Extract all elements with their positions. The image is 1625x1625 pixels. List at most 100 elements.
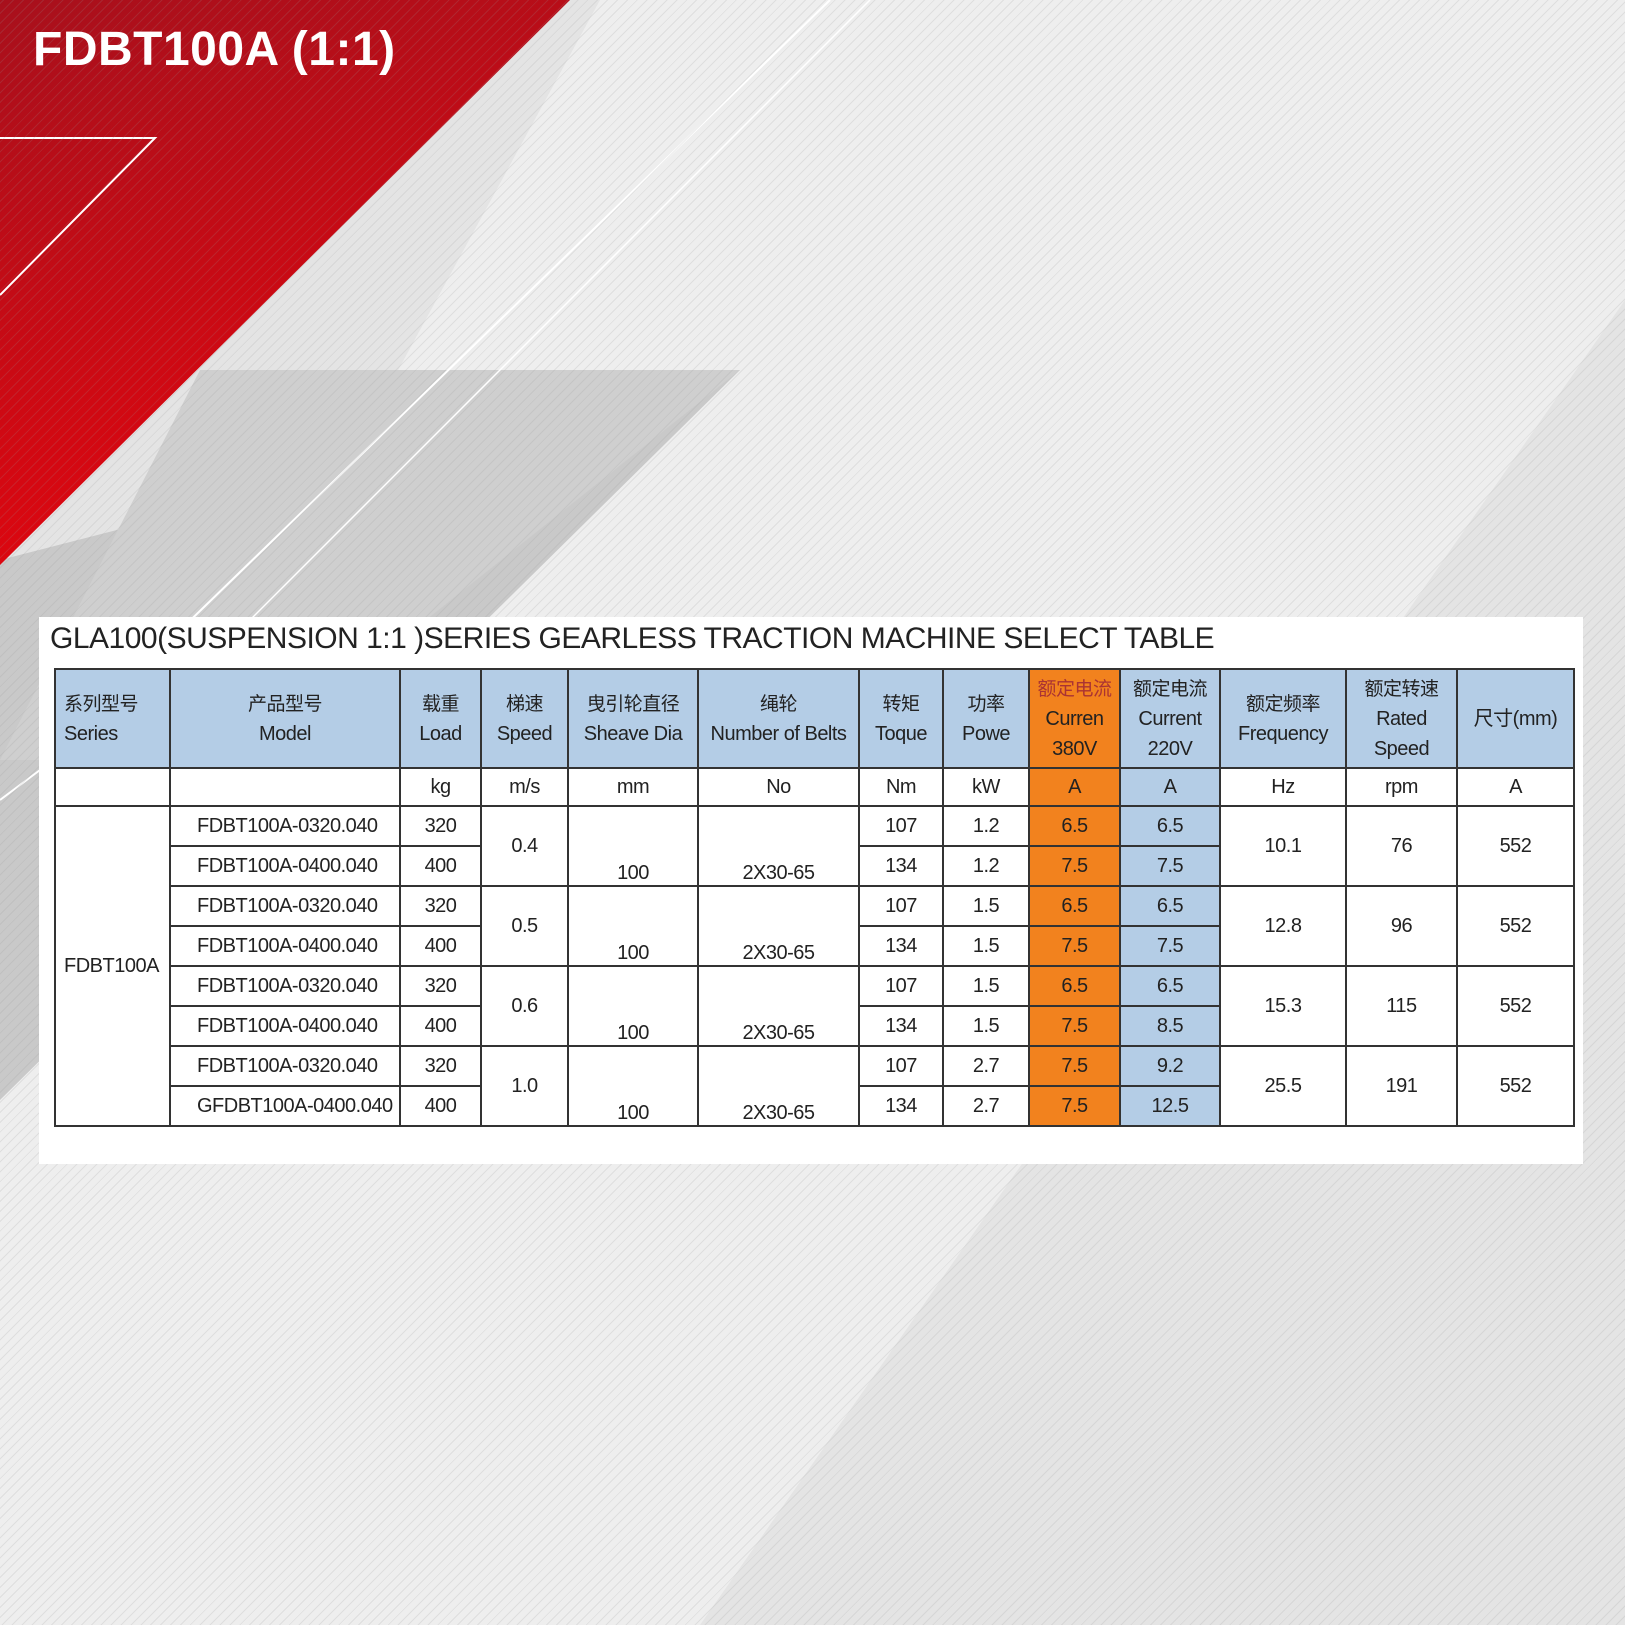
power-cell: 1.2 xyxy=(942,845,1030,887)
header-en: Powe xyxy=(961,722,1011,745)
torque-cell: 134 xyxy=(858,1085,944,1127)
unit-cell: kg xyxy=(399,767,482,807)
header-cell: 系列型号 Series xyxy=(54,668,171,769)
rated-speed-cell: 191 xyxy=(1345,1045,1458,1127)
frequency-cell: 25.5 xyxy=(1219,1045,1347,1127)
power-cell: 1.5 xyxy=(942,885,1030,927)
header-cell: 功率 Powe xyxy=(942,668,1030,769)
model-cell: FDBT100A-0320.040 xyxy=(169,805,401,847)
current-220v-cell: 6.5 xyxy=(1119,965,1221,1007)
series-cell: FDBT100A xyxy=(54,805,171,1127)
table-row: FDBT100A-0320.040 320 0.5 100 2X30-65 107 1.5 6… xyxy=(55,885,1575,967)
sheave-cell: 100 xyxy=(567,1045,699,1127)
unit-cell: kW xyxy=(942,767,1030,807)
sheave-cell: 100 xyxy=(567,885,699,967)
header-en: Sheave Dia xyxy=(583,722,683,745)
power-cell: 2.7 xyxy=(942,1045,1030,1087)
model-cell: FDBT100A-0320.040 xyxy=(169,1045,401,1087)
model-cell: FDBT100A-0320.040 xyxy=(169,965,401,1007)
header-cell: 额定频率 Frequency xyxy=(1219,668,1347,769)
model-cell: FDBT100A-0320.040 xyxy=(169,885,401,927)
header-cell: 载重 Load xyxy=(399,668,482,769)
header-en: Toque xyxy=(875,722,928,745)
table-row: FDBT100A FDBT100A-0320.040 320 0.4 100 2X30-6… xyxy=(54,805,1575,1127)
power-cell: 1.5 xyxy=(942,925,1030,967)
torque-cell: 107 xyxy=(858,965,944,1007)
current-380v-cell: 7.5 xyxy=(1028,925,1121,967)
header-cell: 曳引轮直径 Sheave Dia xyxy=(567,668,699,769)
power-cell: 2.7 xyxy=(942,1085,1030,1127)
unit-cell xyxy=(54,767,171,807)
page-headline: FDBT100A (1:1) xyxy=(33,23,396,76)
speed-cell: 0.6 xyxy=(480,965,569,1047)
header-cell: 转矩 Toque xyxy=(858,668,944,769)
load-cell: 320 xyxy=(399,965,482,1007)
model-cell: FDBT100A-0400.040 xyxy=(169,1005,401,1047)
model-cell: FDBT100A-0400.040 xyxy=(169,845,401,887)
current-380v-cell: 7.5 xyxy=(1028,1045,1121,1087)
belts-cell: 2X30-65 xyxy=(697,1045,860,1127)
header-cn: 载重 xyxy=(421,692,460,715)
header-cell: 尺寸(mm) xyxy=(1456,668,1575,769)
header-cell: 额定电流 Current 220V xyxy=(1119,668,1221,769)
header-cell: 额定转速 Rated Speed xyxy=(1345,668,1458,769)
torque-cell: 107 xyxy=(858,805,944,847)
power-cell: 1.2 xyxy=(942,805,1030,847)
header-en: Current 220V xyxy=(1138,707,1202,760)
header-cell: 梯速 Speed xyxy=(480,668,569,769)
select-table: 系列型号 Series 产品型号 Model 载重 Load 梯速 Speed 曳引轮直径 She… xyxy=(54,668,1575,1127)
header-cn: 绳轮 xyxy=(759,692,798,715)
frequency-cell: 12.8 xyxy=(1219,885,1347,967)
dimension-cell: 552 xyxy=(1456,885,1575,967)
model-cell: FDBT100A-0400.040 xyxy=(169,925,401,967)
header-en: Model xyxy=(259,722,311,745)
header-en: Frequency xyxy=(1238,722,1329,745)
table-row: GFDBT100A-0400.040 400 134 2.7 7.5 12.5 xyxy=(55,1085,1574,1127)
current-220v-cell: 6.5 xyxy=(1119,885,1221,927)
torque-cell: 134 xyxy=(858,1005,944,1047)
table-row: FDBT100A-0400.040 400 134 1.5 7.5 8.5 xyxy=(55,1005,1574,1047)
frequency-cell: 15.3 xyxy=(1219,965,1347,1047)
current-220v-cell: 7.5 xyxy=(1119,845,1221,887)
header-en: Speed xyxy=(496,722,553,745)
current-220v-cell: 8.5 xyxy=(1119,1005,1221,1047)
load-cell: 320 xyxy=(399,885,482,927)
table-row: FDBT100A-0320.040 320 1.0 100 2X30-65 107 2.7 7… xyxy=(55,1045,1575,1127)
power-cell: 1.5 xyxy=(942,1005,1030,1047)
load-cell: 320 xyxy=(399,805,482,847)
table-row: FDBT100A-0400.040 400 134 1.5 7.5 7.5 xyxy=(55,925,1574,967)
header-cell: 产品型号 Model xyxy=(169,668,401,769)
dimension-cell: 552 xyxy=(1456,1045,1575,1127)
frequency-cell: 10.1 xyxy=(1219,805,1347,887)
header-cn: 额定电流 xyxy=(1037,677,1112,700)
header-cn: 曳引轮直径 xyxy=(586,692,680,715)
torque-cell: 107 xyxy=(858,1045,944,1087)
model-cell: GFDBT100A-0400.040 xyxy=(169,1085,401,1127)
header-cn: 额定频率 xyxy=(1245,692,1321,715)
current-220v-cell: 12.5 xyxy=(1119,1085,1221,1127)
units-row: kg m/s mm No Nm kW A A Hz rpm A xyxy=(54,767,1575,807)
power-cell: 1.5 xyxy=(942,965,1030,1007)
header-en: Load xyxy=(419,722,462,745)
load-cell: 400 xyxy=(399,925,482,967)
belts-cell: 2X30-65 xyxy=(697,885,860,967)
speed-cell: 0.5 xyxy=(480,885,569,967)
header-cell: 绳轮 Number of Belts xyxy=(697,668,860,769)
dimension-cell: 552 xyxy=(1456,965,1575,1047)
header-en: Curren 380V xyxy=(1045,707,1104,760)
sheave-cell: 100 xyxy=(567,965,699,1047)
unit-cell: m/s xyxy=(480,767,569,807)
speed-cell: 0.4 xyxy=(480,805,569,887)
unit-cell: rpm xyxy=(1345,767,1458,807)
unit-cell: Nm xyxy=(858,767,944,807)
table-row: FDBT100A-0400.040 400 134 1.2 7.5 7.5 xyxy=(55,845,1574,887)
header-cn: 功率 xyxy=(967,692,1005,715)
torque-cell: 134 xyxy=(858,925,944,967)
unit-cell: Hz xyxy=(1219,767,1347,807)
unit-cell: A xyxy=(1028,767,1121,807)
current-220v-cell: 6.5 xyxy=(1119,805,1221,847)
sheave-cell: 100 xyxy=(567,805,699,887)
torque-cell: 134 xyxy=(858,845,944,887)
header-cn: 梯速 xyxy=(505,692,544,715)
current-220v-cell: 9.2 xyxy=(1119,1045,1221,1087)
